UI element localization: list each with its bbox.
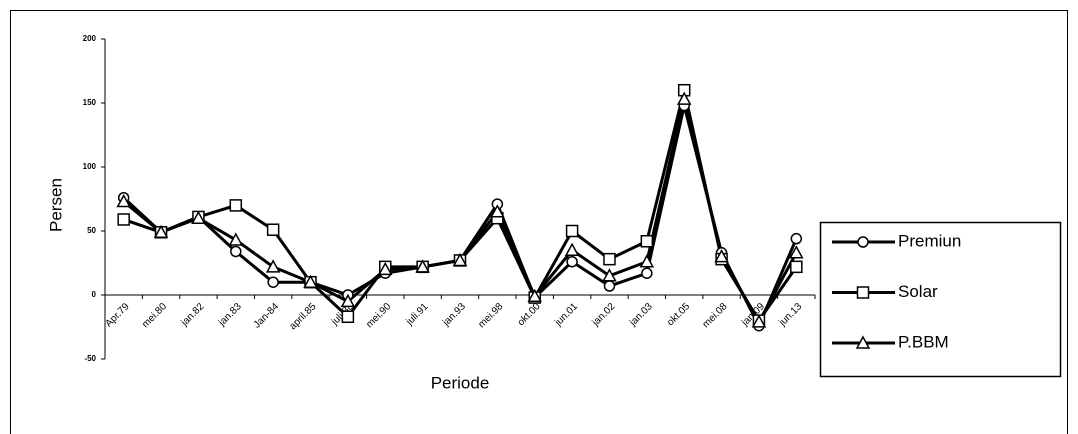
data-point [265,259,281,273]
data-point [191,210,206,224]
data-point [789,245,804,259]
data-point [790,260,803,274]
y-tick-label: 100 [83,162,97,171]
y-tick-label: 200 [83,34,97,43]
data-point [266,223,280,236]
data-point [303,274,318,288]
legend-box [819,221,1062,378]
y-tick-label: 50 [87,226,96,235]
data-point [229,199,243,212]
data-point [714,249,729,263]
legend-label: P.BBM [898,332,949,351]
data-point [640,234,654,248]
data-point [341,310,355,324]
data-point [565,224,579,238]
legend-label: Premiun [898,231,961,250]
data-point [641,267,653,279]
data-point [117,213,130,226]
data-point [566,255,578,268]
data-point [153,224,169,239]
data-point [230,245,242,258]
y-tick-label: -50 [84,354,96,363]
legend-label: Solar [898,282,938,301]
y-tick-label: 0 [92,290,97,299]
data-point [751,314,767,328]
y-axis-title: Persen [46,178,65,232]
data-point [490,204,505,218]
data-point [639,254,655,268]
y-tick-label: 150 [83,98,97,107]
data-point [116,193,131,208]
legend-marker [857,236,869,248]
legend-marker [856,286,870,299]
x-axis-title: Periode [431,373,490,392]
data-point [790,232,803,245]
data-point [452,252,468,267]
data-point [415,259,430,273]
data-point [267,276,279,288]
data-point [603,280,616,292]
data-point [377,261,393,276]
legend-marker [855,335,871,349]
data-point [676,91,692,105]
data-point [340,293,356,308]
data-point [603,252,616,266]
data-point [602,268,617,282]
data-point [564,242,580,256]
data-point [527,288,543,303]
data-point [228,232,244,246]
